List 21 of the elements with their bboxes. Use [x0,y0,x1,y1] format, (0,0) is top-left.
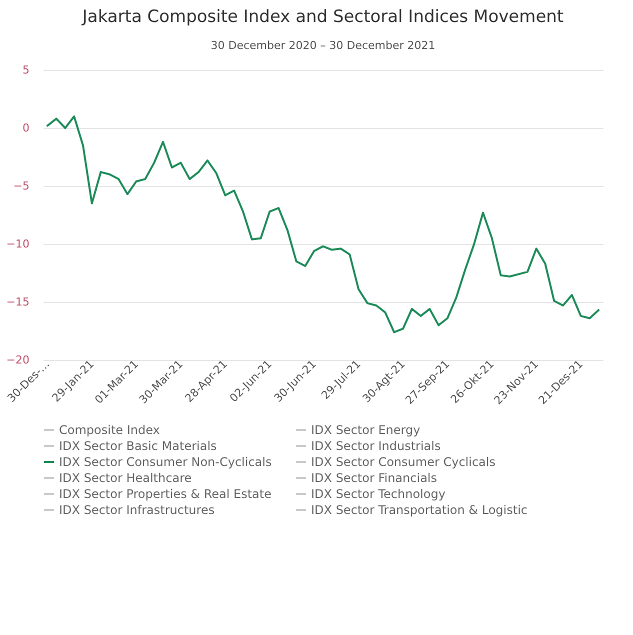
legend-label: IDX Sector Energy [311,423,420,437]
legend-label: IDX Sector Transportation & Logistic [311,503,528,517]
line-series [46,115,600,334]
y-tick-label: −10 [6,238,30,250]
legend-label: IDX Sector Financials [311,471,438,485]
legend-label: IDX Sector Properties & Real Estate [59,487,272,501]
y-tick-label: −5 [13,180,30,192]
legend-label: IDX Sector Basic Materials [59,439,217,453]
y-tick-label: −15 [6,296,30,308]
chart-subtitle: 30 December 2020 – 30 December 2021 [210,39,436,52]
chart-title: Jakarta Composite Index and Sectoral Indices Movement [81,7,564,27]
legend-label: IDX Sector Infrastructures [59,503,215,517]
y-tick-label: 0 [22,122,30,134]
legend-label: IDX Sector Healthcare [59,471,192,485]
legend-label: IDX Sector Consumer Cyclicals [311,455,496,469]
legend-label: IDX Sector Technology [311,487,446,501]
legend-label: IDX Sector Consumer Non-Cyclicals [59,455,272,469]
y-tick-label: −20 [6,354,30,366]
y-tick-label: 5 [22,64,30,76]
legend-label: Composite Index [59,423,160,437]
legend-label: IDX Sector Industrials [311,439,441,453]
